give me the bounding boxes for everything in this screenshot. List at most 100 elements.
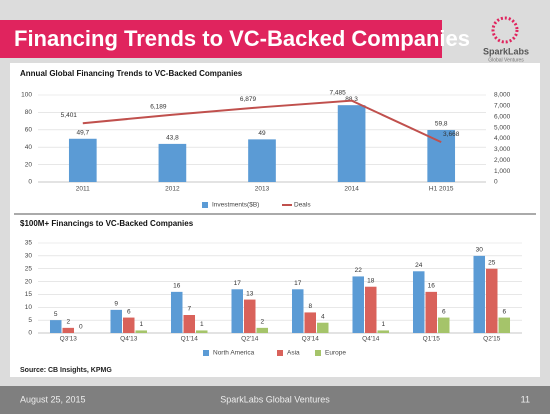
x-tick-label: 2013 xyxy=(255,186,270,193)
value-label: 1 xyxy=(139,321,143,328)
x-tick-label: Q3'13 xyxy=(60,336,78,343)
bar xyxy=(473,255,485,333)
value-label: 1 xyxy=(381,321,385,328)
y2-tick-label: 2,000 xyxy=(494,157,511,164)
bar xyxy=(337,105,366,182)
y-tick-label: 80 xyxy=(25,109,33,116)
bar xyxy=(304,312,317,333)
source: Source: CB Insights, KPMG xyxy=(20,367,112,374)
bar xyxy=(110,309,122,333)
legend-swatch xyxy=(277,350,283,356)
bar xyxy=(438,317,450,333)
value-label: 24 xyxy=(415,262,423,269)
y-tick-label: 60 xyxy=(25,127,33,134)
value-label: 88,3 xyxy=(345,96,358,103)
line-label: 6,189 xyxy=(150,103,167,110)
bar xyxy=(485,268,498,333)
y-tick-label: 100 xyxy=(21,92,32,99)
line-label: 5,401 xyxy=(61,112,78,119)
y-tick-label: 25 xyxy=(25,265,33,272)
value-label: 43,8 xyxy=(166,135,179,142)
y-tick-label: 30 xyxy=(25,253,33,260)
y2-tick-label: 4,000 xyxy=(494,135,511,142)
legend-label: North America xyxy=(213,350,255,357)
value-label: 6 xyxy=(502,308,506,315)
legend-label: Europe xyxy=(325,350,346,357)
value-label: 6 xyxy=(127,308,131,315)
value-label: 6 xyxy=(442,308,446,315)
value-label: 22 xyxy=(355,267,363,274)
bar xyxy=(231,289,243,333)
value-label: 25 xyxy=(488,259,496,266)
x-tick-label: 2014 xyxy=(344,186,359,193)
bar xyxy=(317,322,329,333)
x-tick-label: Q2'14 xyxy=(241,336,259,343)
line-label: 6,879 xyxy=(240,96,257,103)
y-tick-label: 10 xyxy=(25,304,33,311)
bar xyxy=(425,291,438,333)
x-tick-label: Q1'15 xyxy=(423,336,441,343)
value-label: 13 xyxy=(246,290,254,297)
value-label: 7 xyxy=(187,306,191,313)
legend-swatch xyxy=(315,350,321,356)
title-bar xyxy=(0,20,442,58)
value-label: 16 xyxy=(173,283,181,290)
bar xyxy=(62,327,75,333)
legend-swatch xyxy=(202,202,208,208)
content-panel xyxy=(10,63,540,377)
y2-tick-label: 5,000 xyxy=(494,124,511,131)
value-label: 17 xyxy=(294,280,302,287)
footer-date: August 25, 2015 xyxy=(20,394,86,404)
y2-tick-label: 1,000 xyxy=(494,168,511,175)
page-number: 11 xyxy=(521,394,530,404)
footer-bar xyxy=(0,386,550,414)
y2-tick-label: 0 xyxy=(494,179,498,186)
bar xyxy=(291,289,304,333)
bar xyxy=(248,139,276,182)
line-label: 3,668 xyxy=(443,131,460,138)
y2-tick-label: 3,000 xyxy=(494,146,511,153)
y2-tick-label: 8,000 xyxy=(494,92,511,99)
y2-tick-label: 7,000 xyxy=(494,103,511,110)
value-label: 30 xyxy=(476,247,484,254)
bar xyxy=(170,291,183,333)
legend-swatch xyxy=(203,350,209,356)
x-tick-label: 2011 xyxy=(76,186,90,193)
x-tick-label: Q4'14 xyxy=(362,336,380,343)
bar xyxy=(498,317,511,333)
value-label: 49 xyxy=(258,130,266,137)
bar xyxy=(122,317,135,333)
value-label: 1 xyxy=(200,321,204,328)
y-tick-label: 20 xyxy=(25,278,33,285)
bar xyxy=(377,330,390,333)
y-tick-label: 20 xyxy=(25,161,33,168)
line xyxy=(82,99,442,144)
value-label: 16 xyxy=(428,283,436,290)
x-tick-label: Q3'14 xyxy=(302,336,320,343)
x-tick-label: H1 2015 xyxy=(429,186,454,193)
legend-label: Asia xyxy=(287,350,300,357)
x-tick-label: Q1'14 xyxy=(181,336,199,343)
value-label: 17 xyxy=(234,280,242,287)
bar xyxy=(158,143,187,182)
value-label: 5 xyxy=(54,311,58,318)
y-tick-label: 0 xyxy=(28,179,32,186)
value-label: 8 xyxy=(308,303,312,310)
bar xyxy=(183,315,196,333)
bar xyxy=(256,327,269,333)
x-tick-label: 2012 xyxy=(165,186,180,193)
value-label: 4 xyxy=(321,313,325,320)
line-label: 7,485 xyxy=(329,89,346,96)
y-tick-label: 35 xyxy=(25,240,33,247)
bar xyxy=(68,138,97,182)
bar xyxy=(412,271,425,333)
logo-mark xyxy=(491,16,519,44)
logo-name: SparkLabs xyxy=(483,46,529,56)
bar xyxy=(135,330,148,333)
bar xyxy=(243,299,256,333)
chart-title: $100M+ Financings to VC-Backed Companies xyxy=(20,219,194,228)
value-label: 59,8 xyxy=(435,121,448,128)
value-label: 2 xyxy=(260,319,264,326)
legend-label: Deals xyxy=(294,202,311,209)
